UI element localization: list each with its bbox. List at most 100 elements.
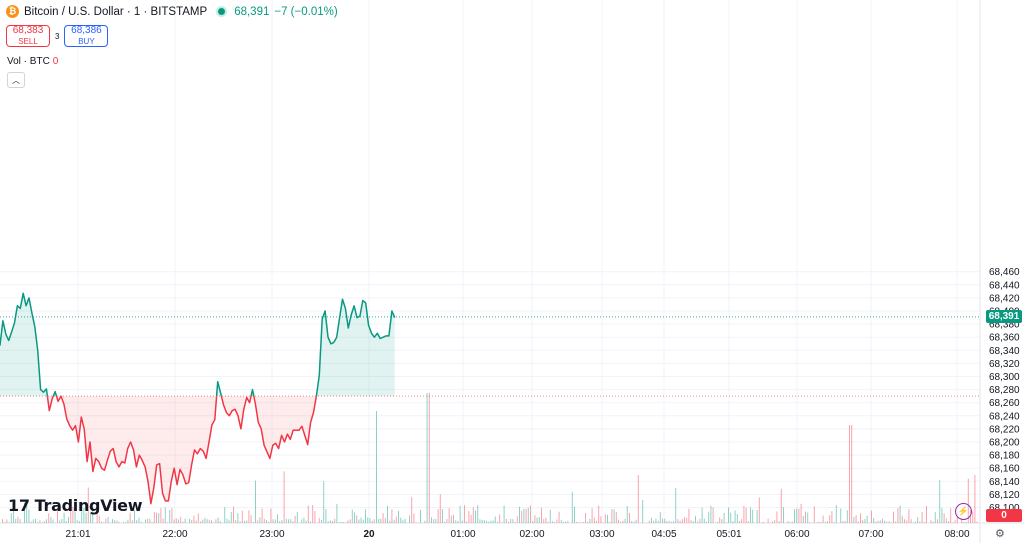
volume-bar (642, 500, 644, 523)
volume-bar (43, 521, 45, 523)
volume-bar (191, 519, 193, 523)
volume-bar (917, 517, 919, 523)
volume-bar (433, 519, 435, 523)
volume-bar (945, 518, 947, 523)
tradingview-logo[interactable]: 17 TradingView (8, 496, 143, 515)
volume-bar (745, 507, 747, 523)
volume-bar (789, 522, 791, 523)
price-lines (0, 292, 980, 505)
volume-bar (776, 511, 778, 523)
price-tick-label: 68,160 (989, 464, 1020, 475)
volume-bar (787, 521, 789, 523)
volume-bar (193, 515, 195, 523)
volume-bar (670, 521, 672, 523)
volume-bar (48, 513, 50, 523)
price-axis[interactable]: 68,100 68,120 68,140 68,160 68,180 68,200 68,2… (989, 267, 1020, 514)
time-tick-label: 23:00 (259, 529, 284, 540)
volume-bar (356, 515, 358, 523)
volume-bar (840, 508, 842, 523)
volume-bar (211, 520, 212, 523)
volume-bar (521, 510, 523, 523)
volume-bar (829, 515, 831, 523)
time-tick-label: 22:00 (162, 529, 187, 540)
volume-bar (219, 521, 221, 523)
volume-bar (325, 509, 327, 523)
volume-bar (140, 521, 142, 523)
volume-bar (340, 521, 342, 523)
volume-bar (387, 505, 388, 523)
gear-icon[interactable]: ⚙ (995, 528, 1005, 540)
volume-bar (158, 513, 160, 523)
volume-bar (662, 518, 663, 523)
volume-bar (87, 487, 89, 523)
volume-bar (743, 505, 745, 523)
volume-legend[interactable]: Vol · BTC 0 (7, 56, 58, 67)
symbol-title[interactable]: Bitcoin / U.S. Dollar · 1 · BITSTAMP (24, 5, 208, 18)
volume-bar (926, 505, 927, 523)
volume-bar (371, 520, 373, 523)
volume-bar (712, 507, 714, 523)
volume-bar (895, 521, 897, 523)
volume-bar (541, 507, 542, 523)
market-status-dot (218, 8, 226, 15)
volume-bar (382, 512, 384, 523)
volume-bar (657, 520, 659, 523)
volume-bar (424, 520, 426, 523)
time-axis[interactable]: 21:01 22:00 23:00 20 01:00 02:00 03:00 04:05 05:… (65, 529, 969, 540)
volume-bar (448, 508, 450, 523)
price-tick-label: 68,260 (989, 398, 1020, 409)
volume-bar (882, 518, 883, 523)
volume-bar (175, 518, 177, 523)
volume-bar (457, 521, 459, 523)
volume-bar (846, 510, 848, 523)
volume-bar (79, 521, 80, 523)
volume-bar (567, 520, 569, 523)
volume-bar (369, 518, 371, 523)
volume-bar (637, 474, 639, 523)
volume-bar (774, 520, 776, 523)
volume-bar (675, 488, 677, 523)
price-tick-label: 68,140 (989, 477, 1020, 488)
volume-bar (411, 497, 413, 523)
volume-bar (178, 519, 179, 523)
volume-bar (516, 516, 518, 523)
volume-bar (827, 521, 828, 523)
time-tick-label: 06:00 (784, 529, 809, 540)
buy-button[interactable]: 68,386 BUY (64, 25, 109, 47)
volume-bar (310, 521, 311, 523)
volume-bar (250, 515, 252, 523)
volume-bar (910, 519, 912, 523)
volume-bar (706, 521, 707, 523)
sell-button[interactable]: 68,383 SELL (6, 25, 50, 47)
volume-bar (252, 521, 254, 523)
volume-bar (189, 518, 190, 523)
lightning-icon[interactable]: ⚡ (955, 503, 972, 520)
volume-bar (468, 511, 470, 523)
volume-bar (164, 507, 166, 523)
volume-bar (684, 517, 685, 523)
volume-bar (842, 521, 844, 523)
collapse-legend-button[interactable]: ︿ (7, 72, 25, 88)
volume-bar (820, 522, 822, 523)
volume-bar (167, 522, 168, 523)
volume-bar (677, 519, 679, 523)
price-tick-label: 68,340 (989, 346, 1020, 357)
volume-bar (604, 514, 606, 523)
volume-bar (690, 520, 692, 523)
volume-bar (24, 502, 25, 523)
volume-bar (626, 506, 628, 523)
volume-bar (61, 519, 63, 523)
volume-bar (314, 511, 316, 523)
volume-bar (681, 519, 683, 523)
trade-buttons: 68,383 SELL 3 68,386 BUY (6, 25, 109, 47)
volume-bar (349, 519, 351, 523)
volume-bar (919, 521, 921, 523)
volume-bar (233, 506, 234, 523)
volume-bar (901, 515, 903, 523)
volume-bar (277, 514, 278, 523)
volume-bar (635, 519, 637, 523)
volume-bar (510, 518, 512, 523)
volume-bar (96, 509, 98, 523)
volume-bar (767, 518, 769, 523)
